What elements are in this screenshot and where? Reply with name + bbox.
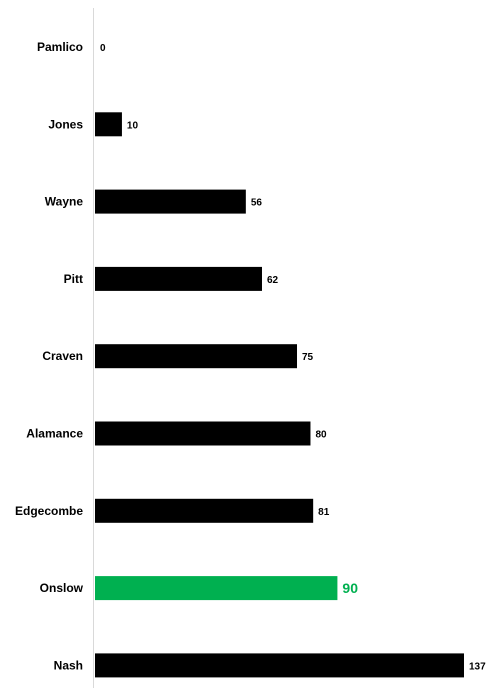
category-label-alamance: Alamance bbox=[26, 427, 83, 441]
bar-pitt bbox=[95, 266, 262, 291]
category-label-pitt: Pitt bbox=[64, 272, 83, 286]
category-label-craven: Craven bbox=[42, 349, 83, 363]
value-label-craven: 75 bbox=[302, 352, 314, 363]
value-label-onslow: 90 bbox=[342, 580, 358, 596]
bar-jones bbox=[95, 112, 122, 137]
bar-alamance bbox=[95, 421, 311, 446]
category-label-edgecombe: Edgecombe bbox=[15, 504, 83, 518]
bar-edgecombe bbox=[95, 498, 314, 523]
category-label-jones: Jones bbox=[48, 117, 83, 131]
category-label-nash: Nash bbox=[54, 658, 83, 672]
value-label-jones: 10 bbox=[127, 120, 139, 131]
category-label-pamlico: Pamlico bbox=[37, 40, 83, 54]
value-label-nash: 137 bbox=[469, 661, 486, 672]
bars-layer: Pamlico 0 Jones 10 Wayne 56 Pitt 62 Craven 75 Alam… bbox=[15, 40, 486, 678]
bar-craven bbox=[95, 344, 298, 369]
value-label-wayne: 56 bbox=[251, 198, 263, 209]
value-label-edgecombe: 81 bbox=[318, 507, 330, 518]
bar-nash bbox=[95, 653, 464, 678]
bar-onslow bbox=[95, 576, 338, 601]
category-label-onslow: Onslow bbox=[40, 581, 84, 595]
value-label-pitt: 62 bbox=[267, 275, 279, 286]
value-label-alamance: 80 bbox=[315, 430, 327, 441]
value-label-pamlico: 0 bbox=[100, 43, 106, 54]
bar-wayne bbox=[95, 189, 246, 214]
category-label-wayne: Wayne bbox=[45, 195, 84, 209]
